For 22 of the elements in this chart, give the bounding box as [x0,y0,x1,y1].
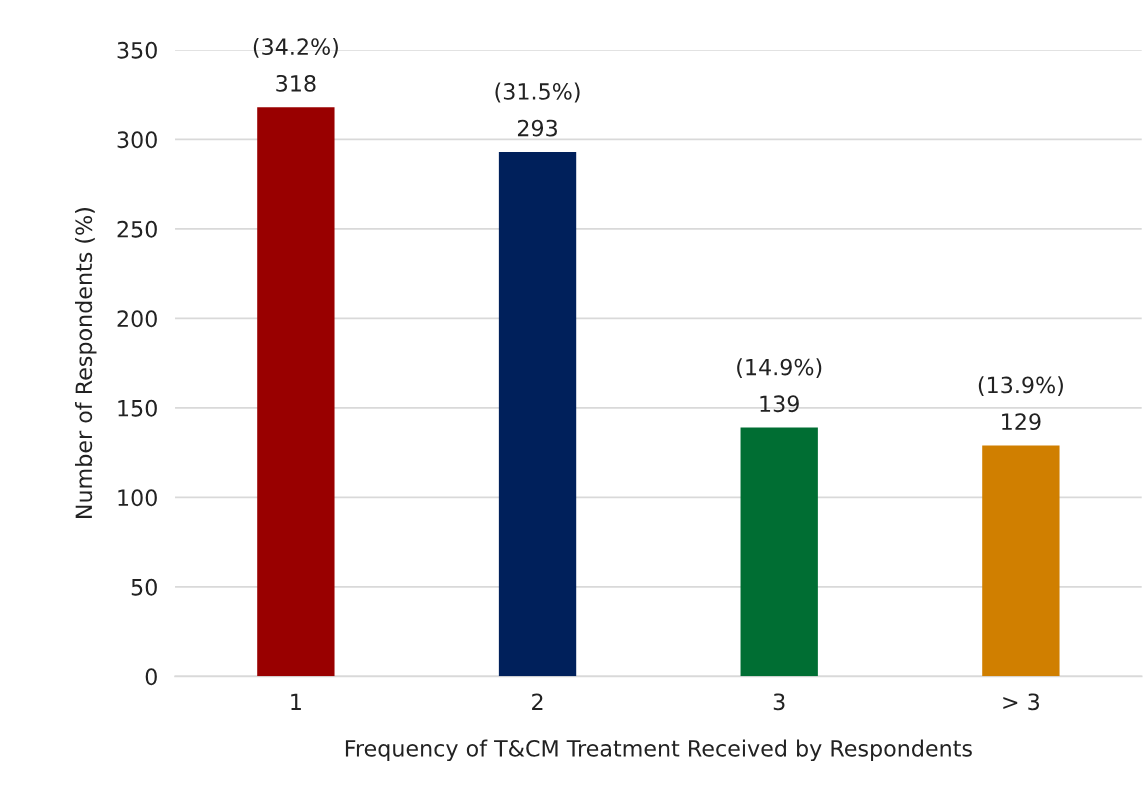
y-tick-label: 300 [117,131,157,149]
y-tick-label: 350 [117,41,157,59]
x-tick-label: > 3 [1003,693,1040,711]
data-label: (34.2%) 318 [253,37,338,92]
bar [257,107,335,677]
y-tick-label: 100 [118,489,157,507]
y-tick-label: 150 [118,399,157,417]
x-tick-label: 1 [291,693,301,710]
bar [498,151,577,677]
x-axis-title: Frequency of T&CM Treatment Received by Respondents [345,739,972,762]
data-label: (13.9%) 129 [978,376,1063,431]
y-tick-label: 250 [117,220,157,238]
y-tick-label: 200 [117,310,157,328]
y-axis-title: Number of Respondents (%) [75,208,97,518]
x-tick-label: 2 [532,693,543,710]
y-tick-label: 0 [145,668,157,686]
data-label: (31.5%) 293 [495,82,580,137]
x-tick-label: 3 [773,693,785,711]
y-tick-label: 50 [131,578,157,596]
data-label: (14.9%) 139 [737,358,822,413]
bar [982,445,1060,677]
bar [740,427,818,677]
